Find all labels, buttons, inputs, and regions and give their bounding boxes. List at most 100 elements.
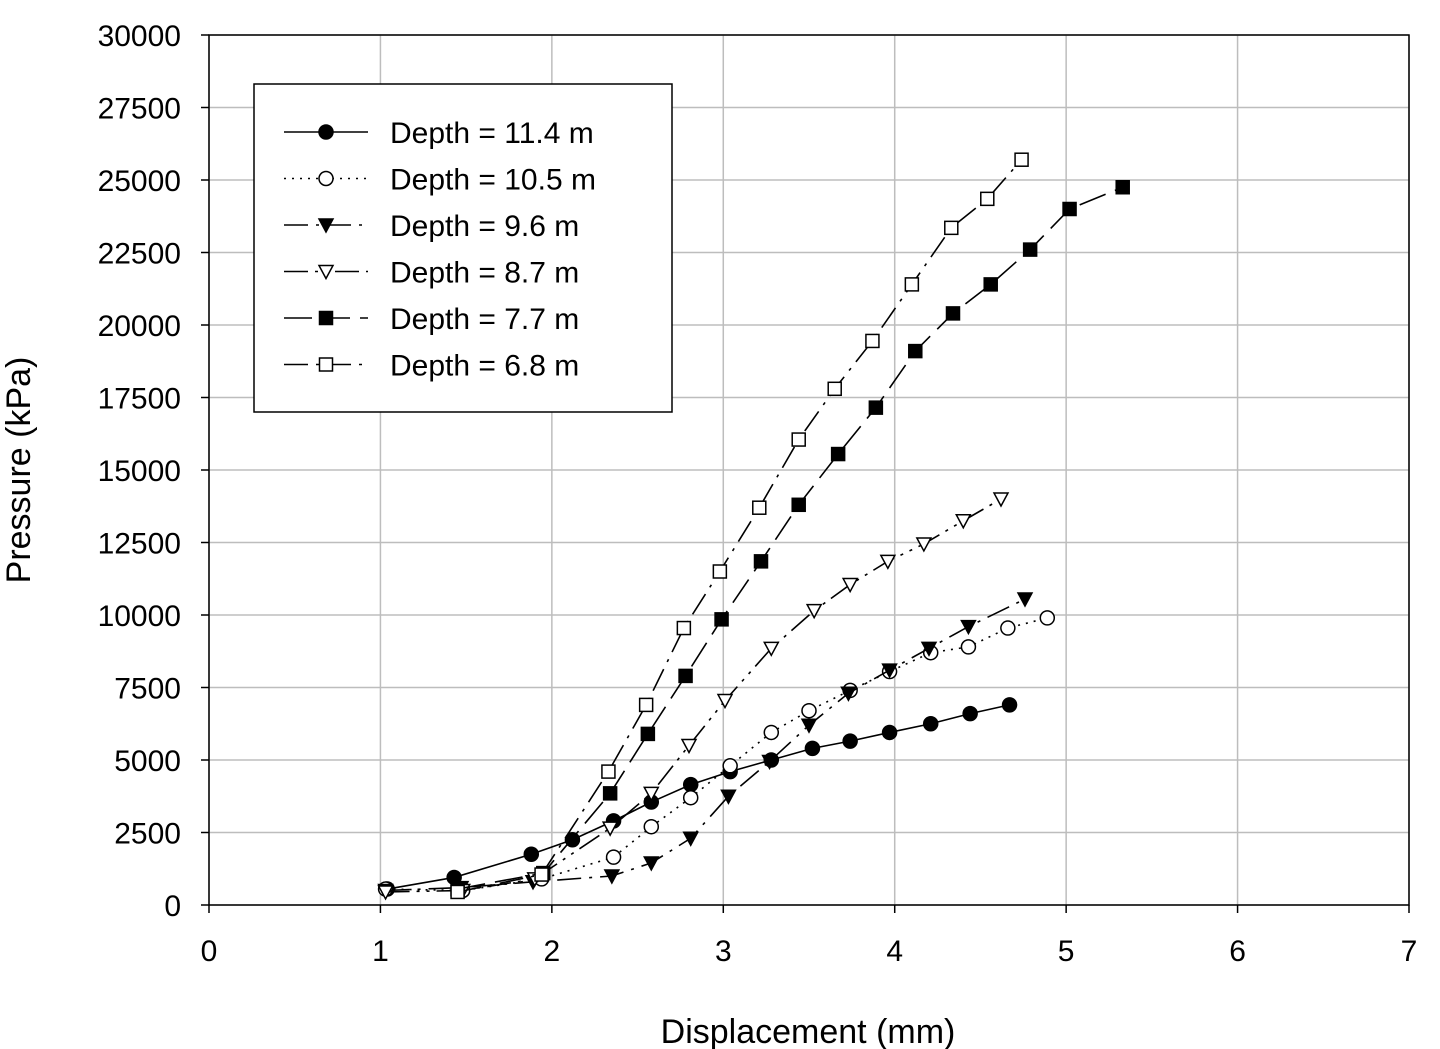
data-point: [450, 884, 465, 900]
data-point: [962, 705, 978, 722]
legend-marker: [318, 357, 334, 372]
data-point: [1014, 152, 1029, 167]
data-point: [523, 846, 540, 862]
legend-marker: [318, 124, 334, 140]
y-tick-label: 7500: [114, 673, 181, 706]
y-tick-label: 2500: [114, 818, 181, 851]
y-tick-label: 10000: [98, 600, 181, 633]
data-point: [960, 639, 977, 655]
data-point: [720, 789, 737, 805]
data-point: [983, 277, 998, 292]
data-point: [1022, 242, 1038, 257]
data-point: [800, 718, 818, 734]
data-point: [881, 724, 898, 741]
x-tick-label: 1: [372, 935, 389, 968]
data-point: [945, 306, 961, 321]
data-point: [603, 869, 621, 885]
data-point: [752, 500, 767, 515]
series-line: [457, 186, 1124, 890]
data-point: [1062, 201, 1077, 217]
data-point: [682, 789, 699, 806]
data-point: [680, 738, 698, 755]
legend-marker: [318, 310, 334, 326]
data-point: [638, 697, 654, 713]
x-tick-label: 6: [1229, 935, 1246, 968]
y-tick-label: 5000: [114, 745, 181, 778]
legend-label: Depth = 10.5 m: [390, 164, 596, 197]
x-tick-label: 3: [715, 935, 732, 968]
data-point: [922, 716, 939, 732]
data-point: [992, 492, 1010, 508]
data-point: [602, 786, 618, 801]
x-tick-label: 2: [544, 935, 561, 968]
x-tick-label: 4: [886, 935, 903, 968]
data-point: [841, 577, 859, 594]
data-point: [955, 514, 972, 530]
data-point: [678, 668, 693, 684]
data-point: [980, 191, 995, 207]
data-point: [915, 537, 933, 553]
legend-item: Depth = 8.7 m: [284, 257, 579, 290]
legend-item: Depth = 10.5 m: [284, 164, 596, 197]
legend-marker: [318, 170, 334, 187]
data-point: [840, 686, 857, 702]
data-point: [842, 733, 858, 749]
data-point: [722, 758, 738, 774]
series-line: [457, 159, 1023, 893]
data-point: [1039, 610, 1056, 626]
data-point: [1115, 180, 1130, 195]
axes: 0250050007500100001250015000175002000022…: [98, 20, 1418, 968]
data-point: [904, 277, 920, 292]
data-point: [377, 885, 394, 901]
legend-label: Depth = 11.4 m: [390, 117, 594, 150]
data-point: [714, 612, 729, 627]
data-point: [827, 381, 842, 397]
y-tick-label: 20000: [98, 310, 181, 343]
x-tick-label: 5: [1058, 935, 1075, 968]
data-point: [960, 619, 977, 636]
data-point: [716, 693, 734, 710]
y-tick-label: 22500: [98, 238, 181, 271]
legend-marker: [317, 264, 335, 281]
y-tick-label: 30000: [98, 20, 181, 53]
data-point: [753, 554, 769, 569]
data-point: [879, 554, 897, 570]
x-tick-label: 7: [1401, 935, 1418, 968]
legend-item: Depth = 6.8 m: [284, 350, 579, 383]
x-axis-title: Displacement (mm): [661, 1013, 956, 1049]
data-point: [643, 818, 660, 835]
data-point: [712, 564, 728, 579]
y-tick-label: 12500: [98, 528, 181, 561]
legend-item: Depth = 9.6 m: [284, 210, 579, 243]
data-point: [868, 400, 884, 415]
data-point: [682, 776, 699, 793]
data-point: [601, 764, 616, 779]
data-point: [801, 702, 817, 719]
data-point: [791, 432, 806, 447]
data-point: [763, 641, 780, 657]
series-6: [450, 152, 1029, 900]
y-tick-label: 27500: [98, 93, 181, 126]
data-point: [804, 740, 821, 757]
data-point: [640, 726, 656, 742]
data-point: [830, 446, 846, 462]
y-tick-label: 15000: [98, 455, 181, 488]
legend-label: Depth = 7.7 m: [390, 303, 579, 336]
y-axis-title: Pressure (kPa): [0, 357, 38, 584]
data-point: [761, 754, 778, 771]
data-point: [601, 821, 619, 837]
data-point: [534, 867, 549, 882]
data-point: [944, 220, 959, 236]
data-point: [643, 856, 660, 872]
series-line: [385, 598, 1026, 892]
data-point: [1016, 592, 1034, 608]
legend-label: Depth = 9.6 m: [390, 210, 579, 243]
data-point: [1001, 697, 1018, 713]
legend-marker: [317, 218, 335, 234]
data-point: [1000, 620, 1016, 636]
y-tick-label: 0: [164, 890, 181, 923]
y-tick-label: 17500: [98, 383, 181, 416]
data-point: [805, 603, 823, 620]
